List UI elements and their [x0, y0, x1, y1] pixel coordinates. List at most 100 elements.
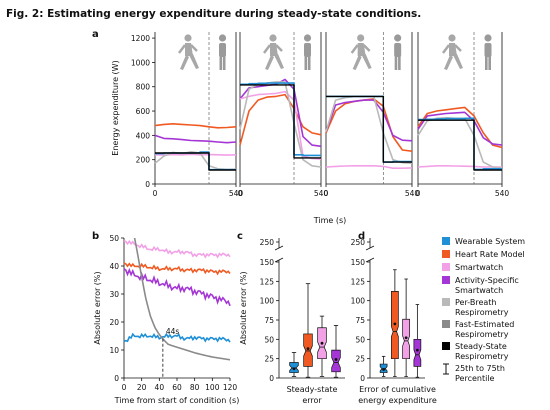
person-leg	[398, 56, 401, 70]
a-series-smartwatch-line	[239, 90, 322, 160]
panel-c: c 0 25 50 75 100 125 150 250 Absolute error (%) St…	[237, 231, 345, 405]
person-leg	[361, 54, 372, 69]
b-y-tick-label: 20	[109, 318, 119, 327]
a-series-wearable-system-line	[418, 117, 502, 171]
legend-swatch	[442, 276, 450, 284]
box-mean-dot	[306, 347, 310, 351]
box-category-label: error	[302, 396, 322, 405]
person-leg	[180, 55, 189, 70]
a-series-heart-rate-model-line	[154, 123, 237, 129]
box-y-tick-label: 125	[351, 277, 366, 286]
a-series-smartwatch-line	[325, 165, 413, 169]
box-mean-dot	[415, 348, 419, 352]
box-wearable-system	[379, 355, 388, 377]
a-x-tick-label: 0	[416, 189, 421, 198]
box-y-tick-label: 250	[260, 238, 275, 247]
panel-a: a 0 200 400 600 800 1000 1200 Energy expenditure…	[92, 29, 509, 225]
person-leg	[189, 54, 199, 69]
person-leg	[453, 54, 463, 69]
person-head	[218, 34, 227, 42]
a-subplot-walking: 0 540	[153, 32, 243, 198]
a-series-wearable-system-line	[240, 82, 321, 157]
b-x-tick-label: 100	[205, 383, 220, 392]
a-series-activity-specific-smartwatch-line	[325, 99, 413, 142]
person-arm	[275, 44, 283, 52]
legend-swatch	[442, 263, 450, 271]
box-y-tick-label: 75	[264, 316, 274, 325]
person-arm	[362, 44, 371, 52]
legend-label: Per-Breath	[455, 298, 496, 307]
person-head	[357, 34, 365, 42]
legend-label: Respirometry	[455, 330, 509, 339]
person-arm	[190, 44, 198, 52]
b-x-tick-label: 60	[172, 383, 182, 392]
person-torso	[304, 43, 311, 57]
a-x-tick-label: 540	[405, 189, 420, 198]
a-series-steady-state-respirometry-line	[155, 152, 236, 171]
box-iqr	[413, 338, 422, 367]
a-subplot-stair-climbing: 0 540	[324, 32, 420, 198]
b-x-tick-label: 80	[190, 383, 200, 392]
a-series-per-breath-respirometry-line	[239, 81, 322, 168]
box-y-tick-label: 25	[355, 355, 365, 364]
box-heart-rate-model	[391, 269, 399, 377]
a-y-tick-label: 200	[136, 156, 151, 165]
panel-label-a: a	[92, 29, 99, 40]
legend-label: Smartwatch	[455, 286, 503, 295]
person-arm	[263, 44, 271, 54]
person-leg	[222, 56, 226, 70]
legend-label: Smartwatch	[455, 263, 503, 272]
b-series-fast-estimated-respirometry-line	[133, 237, 231, 361]
b-x-tick-label: 0	[122, 383, 127, 392]
a-x-tick-label: 0	[238, 189, 243, 198]
panel-label-d: d	[358, 231, 365, 242]
person-leg	[307, 56, 311, 70]
active-person-icon	[263, 34, 284, 70]
box-y-tick-label: 0	[269, 374, 274, 383]
standing-person-icon	[484, 34, 492, 70]
legend-label: 25th to 75th	[455, 364, 505, 373]
box-activity-specific-smartwatch	[331, 325, 341, 378]
box-mean-dot	[320, 341, 324, 345]
person-leg	[352, 55, 362, 70]
person-leg	[304, 56, 308, 70]
box-y-tick-label: 150	[260, 258, 275, 267]
a-y-tick-label: 400	[136, 131, 151, 140]
a-subplot-running: 0 540	[238, 32, 328, 198]
a-series-per-breath-respirometry-line	[417, 116, 503, 169]
a-subplot-cycling: 0 540	[416, 32, 509, 198]
standing-person-icon	[394, 34, 402, 70]
legend-swatch	[442, 342, 450, 350]
person-arm	[178, 44, 186, 54]
legend-label: Wearable System	[455, 237, 525, 246]
legend-label: Respirometry	[455, 352, 509, 361]
box-smartwatch	[317, 315, 327, 377]
person-head	[484, 34, 492, 42]
box-mean-dot	[382, 368, 386, 371]
legend-label: Fast-Estimated	[455, 320, 514, 329]
box-iqr	[331, 349, 341, 373]
box-y-tick-label: 100	[260, 297, 275, 306]
b-series-wearable-system-line	[123, 332, 231, 343]
person-leg	[444, 55, 453, 70]
box-mean-dot	[334, 358, 338, 361]
b-y-tick-label: 0	[114, 374, 119, 383]
a-series-per-breath-respirometry-line	[325, 95, 413, 165]
box-mean-dot	[404, 336, 408, 340]
a-y-tick-label: 1200	[131, 34, 150, 43]
active-person-icon	[350, 34, 372, 70]
box-y-tick-label: 25	[264, 355, 274, 364]
person-leg	[265, 55, 274, 70]
person-head	[448, 34, 456, 42]
b-x-tick-label: 40	[155, 383, 165, 392]
legend-swatch	[442, 237, 450, 245]
b-series-heart-rate-model-line	[123, 262, 231, 276]
b-series-activity-specific-smartwatch-line	[123, 267, 231, 307]
error-bar-icon	[443, 363, 449, 375]
a-series-heart-rate-model-line	[239, 93, 322, 146]
legend-swatch	[442, 250, 450, 258]
box-y-tick-label: 125	[260, 277, 275, 286]
box-mean-dot	[393, 322, 397, 326]
